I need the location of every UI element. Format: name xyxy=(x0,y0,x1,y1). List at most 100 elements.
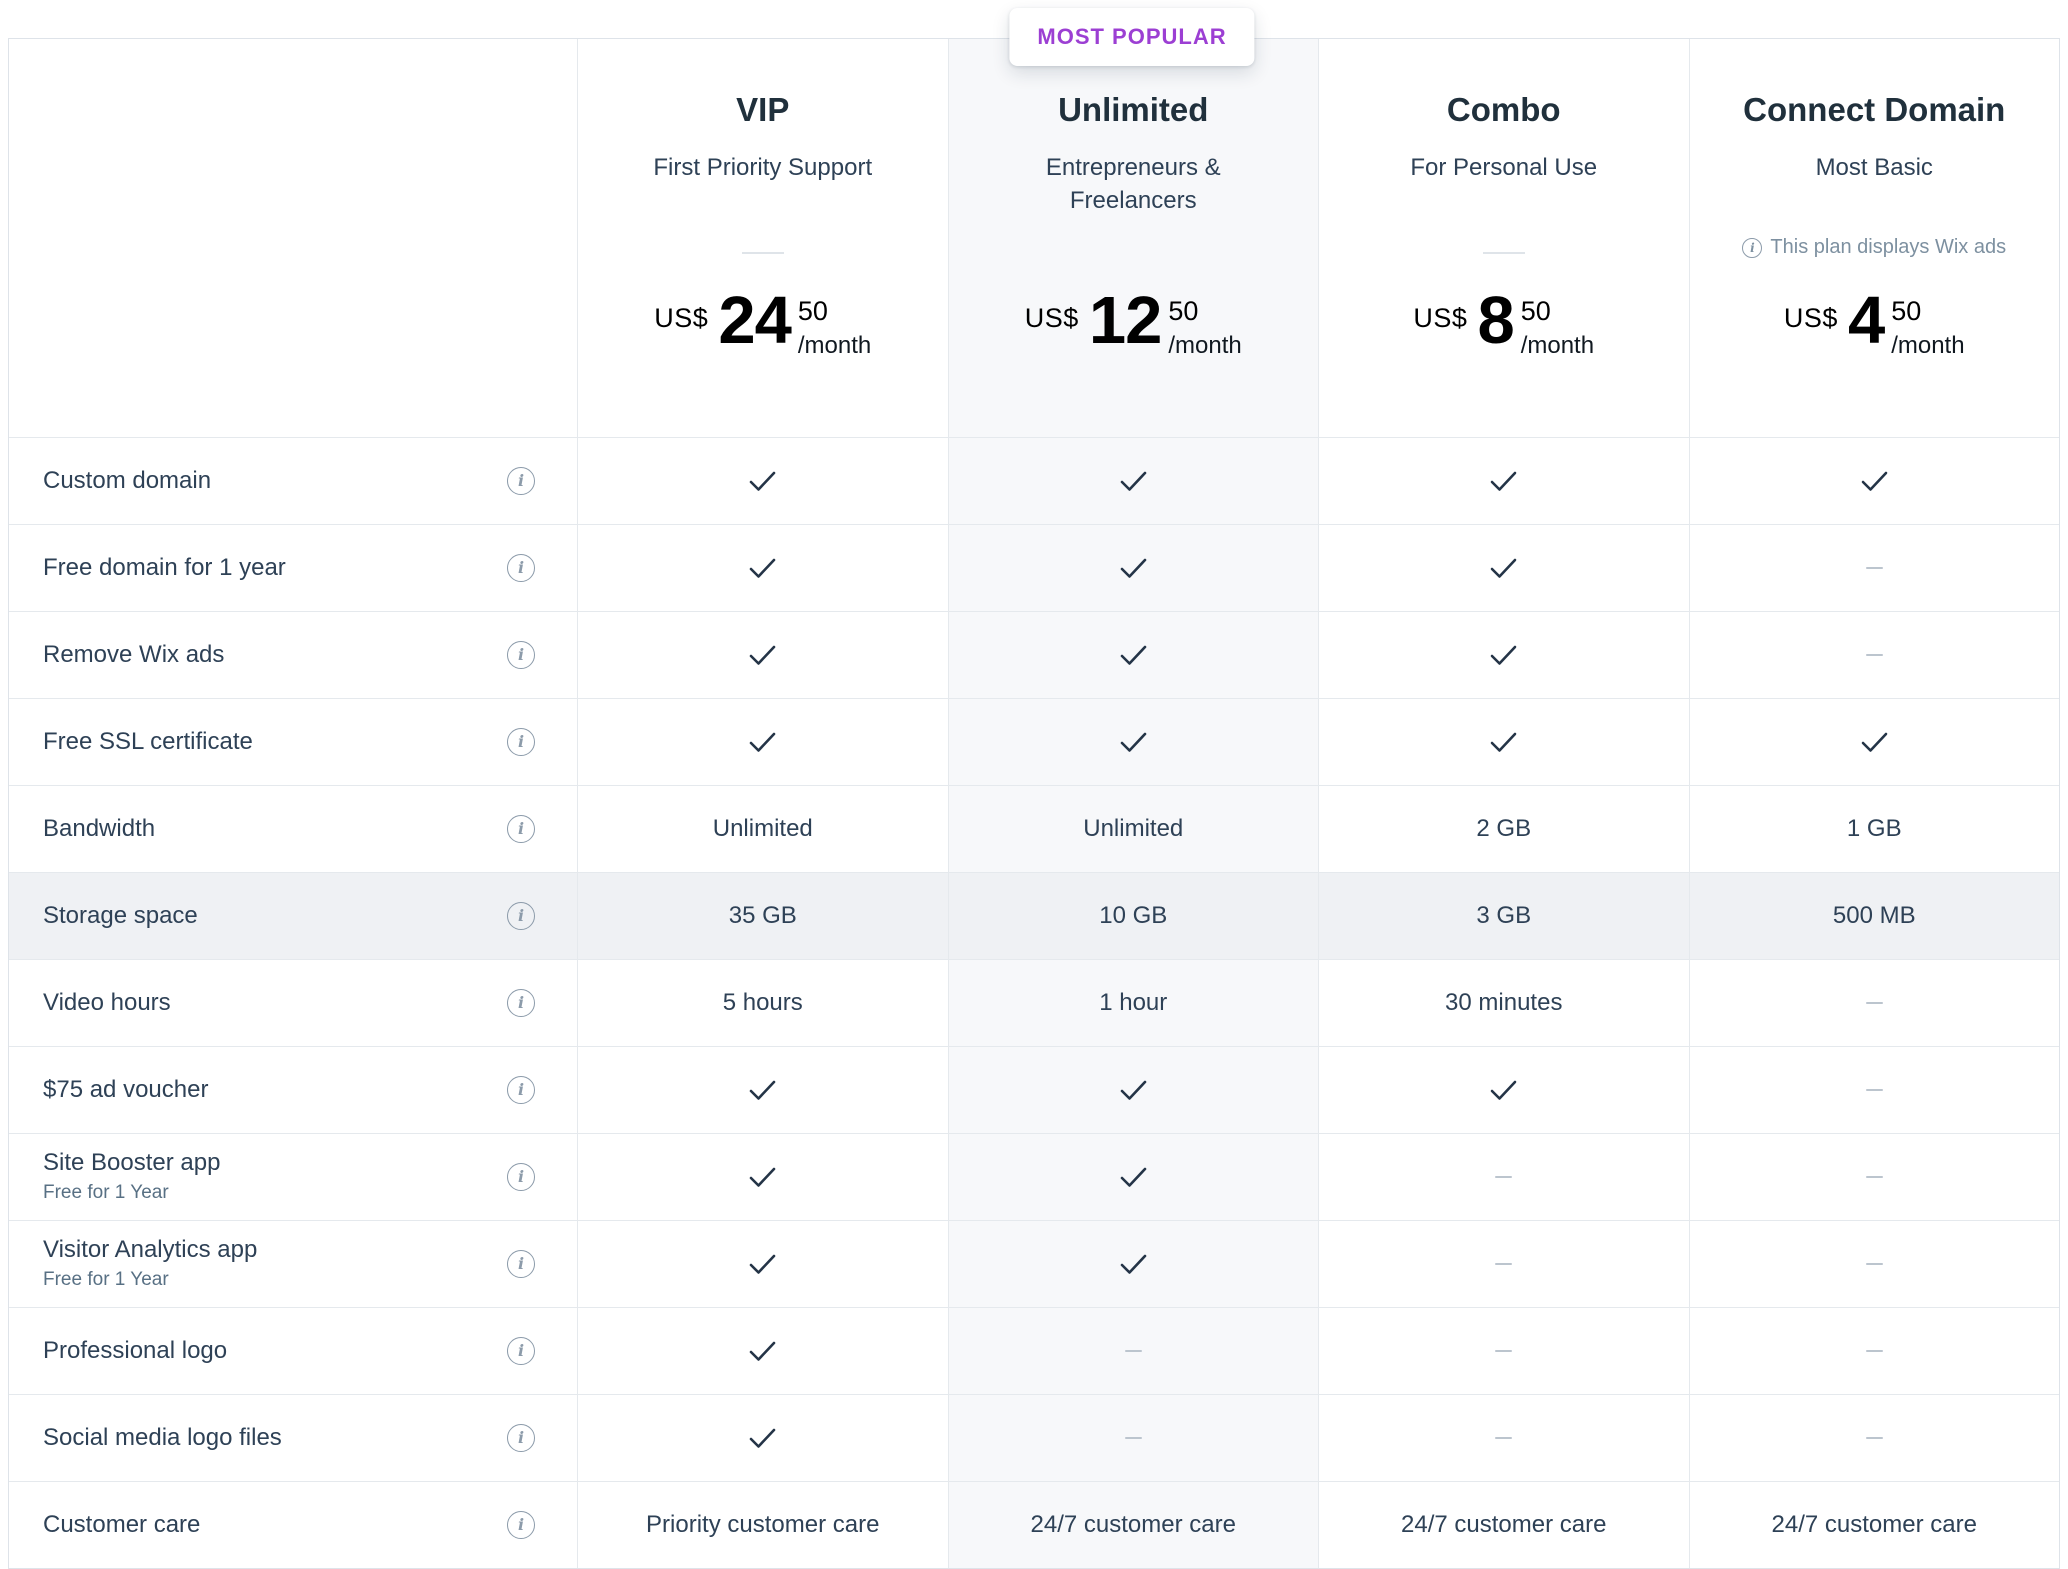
plan-name: Connect Domain xyxy=(1743,91,2006,128)
feature-sublabel: Free for 1 Year xyxy=(43,1269,169,1290)
feature-row: Site Booster app Free for 1 Year i xyxy=(9,1133,2059,1220)
feature-value-combo: 3 GB xyxy=(1318,873,1689,959)
dash-icon xyxy=(1495,1436,1513,1440)
feature-value-combo: 2 GB xyxy=(1318,786,1689,872)
feature-value-unlimited: 24/7 customer care xyxy=(947,1482,1318,1568)
feature-label-text: Bandwidth xyxy=(43,815,155,844)
plan-price: US$ 4 50 /month xyxy=(1690,287,2060,360)
feature-value-unlimited xyxy=(947,612,1318,698)
feature-label-cell: Custom domain i xyxy=(9,438,577,524)
check-icon xyxy=(1120,1167,1147,1187)
info-icon[interactable]: i xyxy=(507,1424,535,1452)
feature-label-text: Storage space xyxy=(43,902,198,931)
dash-icon xyxy=(1124,1436,1142,1440)
dash-icon xyxy=(1495,1349,1513,1353)
feature-value-unlimited xyxy=(947,1134,1318,1220)
feature-label-cell: Visitor Analytics app Free for 1 Year i xyxy=(9,1221,577,1307)
info-icon: i xyxy=(1742,237,1763,258)
check-icon xyxy=(1120,645,1147,665)
dash-icon xyxy=(1865,653,1883,657)
check-icon xyxy=(1490,471,1517,491)
plan-tagline: First Priority Support xyxy=(653,154,873,181)
plan-price: US$ 8 50 /month xyxy=(1319,287,1689,360)
feature-label: Free domain for 1 year xyxy=(43,553,286,581)
feature-row: Customer care i Priority customer care 2… xyxy=(9,1481,2059,1568)
plan-divider xyxy=(1482,252,1525,254)
feature-row: Free SSL certificate i xyxy=(9,698,2059,785)
dash-icon xyxy=(1495,1262,1513,1266)
feature-value-unlimited: 1 hour xyxy=(947,960,1318,1046)
feature-value-unlimited xyxy=(947,1221,1318,1307)
feature-value-connect-domain xyxy=(1688,699,2060,785)
info-icon[interactable]: i xyxy=(507,728,535,756)
feature-label: Video hours xyxy=(43,988,171,1016)
feature-label: Customer care xyxy=(43,1510,201,1538)
dash-icon xyxy=(1495,1175,1513,1179)
feature-value-vip xyxy=(577,1134,948,1220)
feature-label-text: Remove Wix ads xyxy=(43,641,224,670)
feature-value-unlimited xyxy=(947,525,1318,611)
feature-value-combo xyxy=(1318,438,1689,524)
feature-value-connect-domain xyxy=(1688,1134,2060,1220)
feature-value-connect-domain xyxy=(1688,525,2060,611)
feature-label-cell: Bandwidth i xyxy=(9,786,577,872)
check-icon xyxy=(1120,471,1147,491)
feature-label-cell: $75 ad voucher i xyxy=(9,1047,577,1133)
plan-price-integer: 24 xyxy=(718,283,792,358)
feature-value-combo: 24/7 customer care xyxy=(1318,1482,1689,1568)
feature-value-vip xyxy=(577,1395,948,1481)
info-icon[interactable]: i xyxy=(507,1511,535,1539)
info-icon[interactable]: i xyxy=(507,1076,535,1104)
feature-label: Remove Wix ads xyxy=(43,640,225,668)
info-icon[interactable]: i xyxy=(507,1337,535,1365)
feature-value-vip xyxy=(577,1308,948,1394)
check-icon xyxy=(1861,471,1888,491)
feature-value-vip: 35 GB xyxy=(577,873,948,959)
feature-label: Professional logo xyxy=(43,1336,228,1364)
feature-label-text: Visitor Analytics app Free for 1 Year xyxy=(43,1236,257,1292)
feature-label: Visitor Analytics app xyxy=(43,1236,258,1264)
plans-header-row: VIP First Priority Support i US$ 24 50 /… xyxy=(9,39,2059,437)
plan-header-cell: Connect Domain Most Basic i This plan di… xyxy=(1688,39,2060,437)
plan-ads-note-text: This plan displays Wix ads xyxy=(1770,236,2007,258)
feature-value-unlimited: Unlimited xyxy=(947,786,1318,872)
plans-comparison-table: VIP First Priority Support i US$ 24 50 /… xyxy=(8,38,2060,1569)
info-icon[interactable]: i xyxy=(507,641,535,669)
header-empty-cell xyxy=(9,39,577,437)
feature-label-cell: Free domain for 1 year i xyxy=(9,525,577,611)
plan-price: US$ 24 50 /month xyxy=(578,287,948,360)
dash-icon xyxy=(1865,1001,1883,1005)
feature-value-combo xyxy=(1318,612,1689,698)
feature-row: $75 ad voucher i xyxy=(9,1046,2059,1133)
plan-price: US$ 12 50 /month xyxy=(949,287,1319,360)
feature-row: Video hours i 5 hours 1 hour 30 minutes xyxy=(9,959,2059,1046)
info-icon[interactable]: i xyxy=(507,815,535,843)
feature-label-cell: Storage space i xyxy=(9,873,577,959)
plan-price-integer: 8 xyxy=(1477,283,1514,358)
info-icon[interactable]: i xyxy=(507,1163,535,1191)
check-icon xyxy=(749,732,776,752)
plan-price-period: /month xyxy=(1520,331,1595,359)
check-icon xyxy=(1490,645,1517,665)
info-icon[interactable]: i xyxy=(507,1250,535,1278)
plan-header-cell: Combo For Personal Use i US$ 8 50 /month xyxy=(1318,39,1689,437)
plan-name: VIP xyxy=(736,91,790,128)
feature-rows: Custom domain i Free domain for 1 year i xyxy=(9,437,2059,1568)
feature-label-text: Professional logo xyxy=(43,1337,227,1366)
dash-icon xyxy=(1865,1175,1883,1179)
feature-label: Social media logo files xyxy=(43,1423,282,1451)
feature-value-unlimited xyxy=(947,1395,1318,1481)
plan-price-integer: 12 xyxy=(1088,283,1163,358)
info-icon[interactable]: i xyxy=(507,902,535,930)
info-icon[interactable]: i xyxy=(507,467,535,495)
plan-ads-note: i This plan displays Wix ads xyxy=(1690,236,2060,259)
check-icon xyxy=(749,1080,776,1100)
feature-row: Bandwidth i Unlimited Unlimited 2 GB 1 G… xyxy=(9,785,2059,872)
info-icon[interactable]: i xyxy=(507,554,535,582)
feature-value-connect-domain xyxy=(1688,960,2060,1046)
plan-price-period: /month xyxy=(797,331,872,359)
plan-tagline: Entrepreneurs & Freelancers xyxy=(1045,154,1221,214)
info-icon[interactable]: i xyxy=(507,989,535,1017)
plan-price-currency: US$ xyxy=(1783,303,1838,333)
feature-value-connect-domain xyxy=(1688,1308,2060,1394)
